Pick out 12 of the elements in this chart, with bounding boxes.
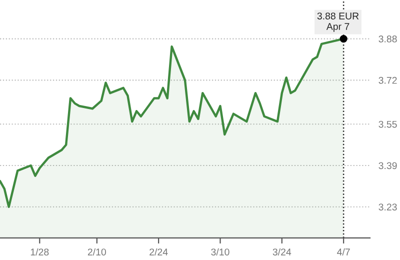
x-tick-label: 2/24 (150, 248, 168, 256)
y-tick-label: 3.72 (378, 76, 397, 84)
y-tick-label: 3.55 (378, 120, 397, 128)
y-tick-label: 3.88 (378, 36, 397, 42)
x-tick-label: 4/7 (337, 248, 350, 256)
x-tick-label: 1/28 (30, 248, 49, 256)
x-tick-label: 3/10 (211, 248, 230, 256)
y-tick-label: 3.39 (378, 162, 397, 170)
y-tick-label: 3.23 (378, 204, 397, 210)
x-tick-label: 3/24 (272, 248, 292, 256)
annotation: 3.88 EUR Apr 7 (317, 12, 359, 32)
x-tick-label: 2/10 (88, 248, 106, 256)
